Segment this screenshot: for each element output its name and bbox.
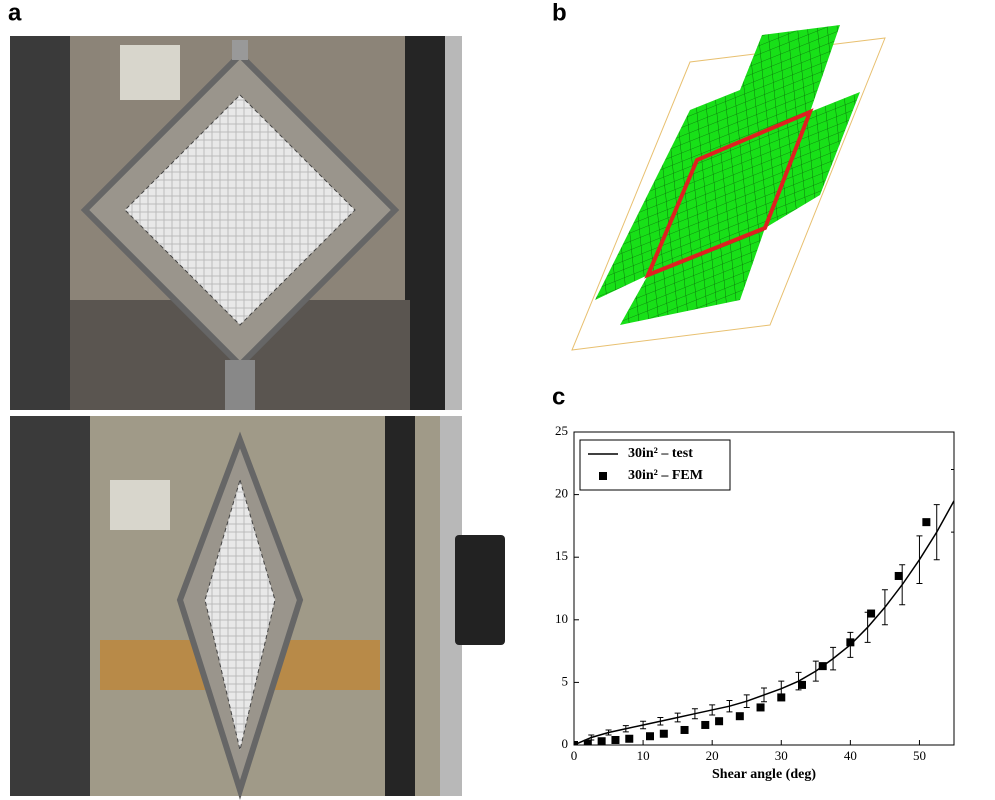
error-bar [899, 564, 906, 606]
error-bar [933, 504, 940, 561]
point [625, 734, 634, 743]
plot-area [573, 431, 955, 746]
y-tick-label: 20 [555, 486, 568, 501]
x-tick-label: 30 [775, 748, 788, 763]
point [574, 741, 578, 745]
point [646, 732, 654, 741]
error-bar [622, 725, 629, 733]
x-tick-label: 10 [637, 748, 650, 763]
point [715, 717, 724, 726]
error-bar [726, 700, 733, 713]
panel-label: b [552, 0, 567, 26]
point [846, 638, 855, 647]
y-tick-label: 0 [562, 736, 569, 751]
y-tick-label: 25 [555, 423, 568, 438]
error-bar [657, 716, 664, 726]
legend-label: 30in² – test [628, 446, 693, 461]
photo-top [10, 36, 462, 410]
error-bar [640, 720, 647, 730]
x-tick-label: 50 [913, 748, 926, 763]
point [583, 739, 592, 745]
y-tick-label: 10 [555, 611, 568, 626]
point [867, 609, 876, 618]
y-tick-label: 5 [562, 673, 569, 688]
legend-label: 30in² – FEM [628, 468, 703, 483]
plot-marks [574, 469, 954, 745]
error-bar [881, 589, 888, 626]
chart: 0 10 20 30 40 50 0 5 10 15 20 25 Shear angle (deg) 30… [555, 423, 955, 782]
point [611, 735, 620, 744]
point [922, 518, 931, 527]
x-axis-label: Shear angle (deg) [712, 767, 816, 782]
x-tick-label: 0 [571, 748, 578, 763]
point [777, 693, 786, 702]
error-bar [605, 729, 612, 736]
panel-label: a [8, 0, 22, 26]
error-bar [951, 469, 954, 533]
point [894, 571, 903, 580]
error-bar [830, 646, 837, 671]
x-tick-label: 40 [844, 748, 857, 763]
shear-diagram [571, 25, 886, 351]
error-bar [812, 660, 819, 682]
error-bar [916, 535, 923, 584]
error-bar [674, 712, 681, 723]
point [735, 712, 744, 721]
point [818, 662, 827, 671]
point [756, 703, 765, 712]
legend-box [579, 439, 731, 491]
error-bar [761, 687, 767, 703]
error-bar [743, 694, 750, 708]
point [597, 737, 606, 745]
point [798, 680, 806, 689]
panel-label: c [552, 383, 565, 410]
photo-bottom [10, 416, 505, 800]
error-bar [709, 704, 716, 716]
point [659, 729, 668, 738]
x-tick-label: 20 [706, 748, 719, 763]
y-tick-label: 15 [555, 548, 568, 563]
point [680, 725, 689, 734]
error-bar [691, 708, 698, 720]
point [701, 720, 710, 729]
legend-swatch [599, 472, 607, 480]
